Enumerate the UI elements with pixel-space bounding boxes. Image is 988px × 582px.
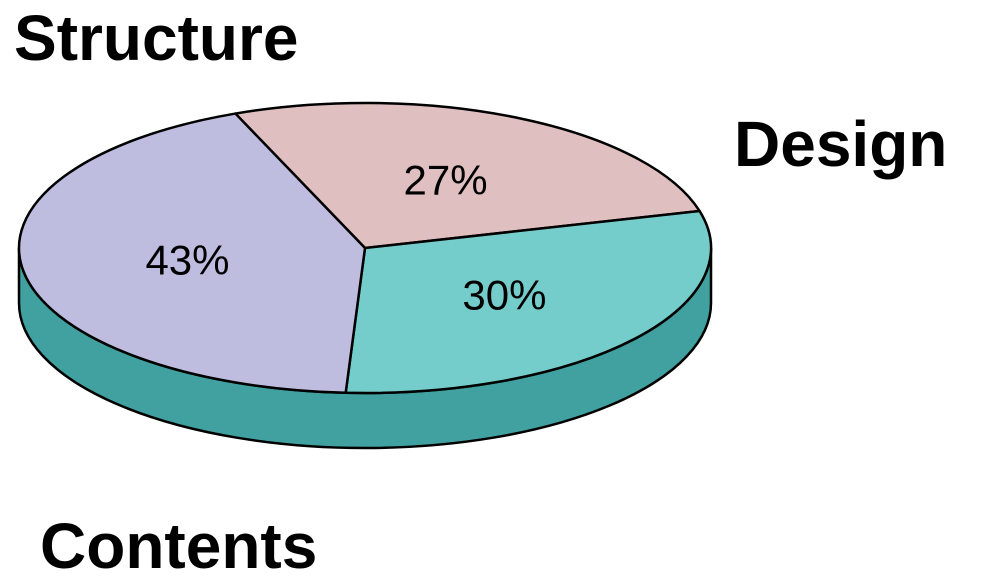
pie-value-labels: 27% 30% 43% [145,157,546,319]
pie-slice-structure [234,101,701,250]
pie-value-label-design: 30% [462,272,546,319]
pie-slice-design [344,209,713,395]
slice-name-structure: Structure [14,2,299,74]
pie-top-layer [17,101,713,395]
slice-name-contents: Contents [40,510,318,582]
pie-slice-contents [17,112,367,395]
pie-value-label-contents: 43% [145,236,229,283]
slice-name-design: Design [734,108,948,180]
pie-value-label-structure: 27% [404,157,488,204]
